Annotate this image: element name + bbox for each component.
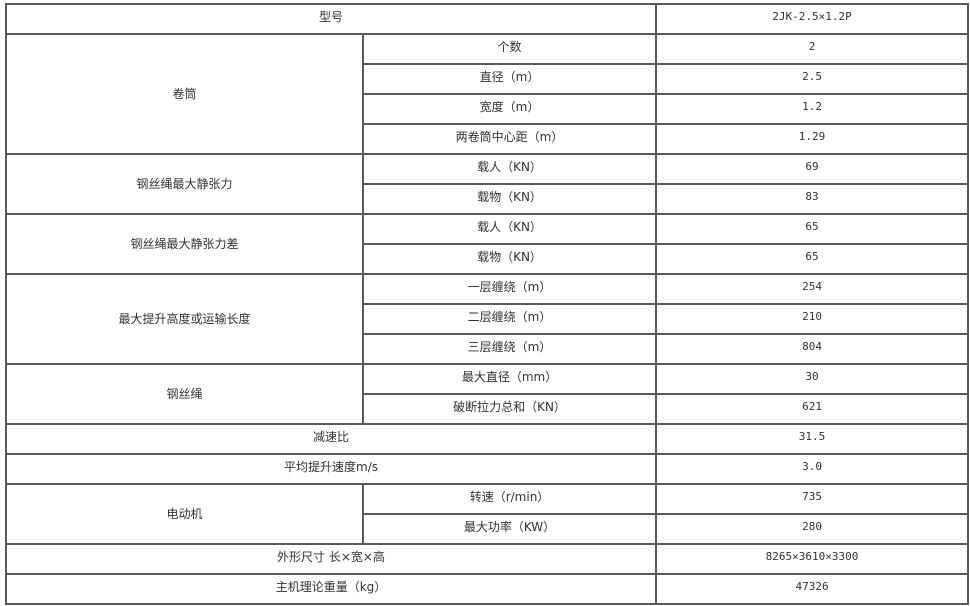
- row-value: 2: [655, 33, 970, 65]
- table-row: 钢丝绳最大静张力 载人（KN） 69: [5, 153, 970, 215]
- row-value: 280: [655, 513, 970, 545]
- row-value: 1.2: [655, 93, 970, 125]
- row-label: 载物（KN）: [361, 243, 658, 275]
- row-label: 载人（KN）: [361, 213, 658, 245]
- wire-rope-label: 钢丝绳: [5, 363, 364, 425]
- row-value: 69: [655, 153, 970, 185]
- table-row: 平均提升速度m/s 3.0: [4, 453, 970, 485]
- table-row: 三层缠绕（m） 804: [6, 333, 970, 365]
- row-value: 65: [655, 213, 970, 245]
- table-row: 宽度（m） 1.2: [6, 93, 970, 125]
- drum-label: 卷筒: [5, 33, 364, 155]
- table-row: 减速比 31.5: [4, 423, 970, 455]
- row-label: 最大功率（KW）: [361, 513, 658, 545]
- max-static-tension-label: 钢丝绳最大静张力: [5, 153, 364, 215]
- table-row: 电动机 转速（r/min） 735: [5, 483, 970, 545]
- table-row: 钢丝绳 最大直径（mm） 30: [5, 363, 970, 425]
- row-label: 转速（r/min）: [361, 483, 658, 515]
- dimensions-value: 8265×3610×3300: [655, 543, 970, 575]
- row-label: 三层缠绕（m）: [361, 333, 658, 365]
- model-label: 型号: [4, 3, 658, 35]
- row-label: 一层缠绕（m）: [361, 273, 658, 305]
- table-row: 载物（KN） 83: [6, 183, 970, 215]
- row-value: 65: [655, 243, 970, 275]
- row-label: 个数: [361, 33, 658, 65]
- reduction-ratio-label: 减速比: [4, 423, 658, 455]
- table-row: 直径（m） 2.5: [6, 63, 970, 95]
- reduction-ratio-value: 31.5: [655, 423, 970, 455]
- weight-value: 47326: [655, 573, 970, 605]
- dimensions-label: 外形尺寸 长×宽×高: [4, 543, 658, 575]
- avg-speed-label: 平均提升速度m/s: [4, 453, 658, 485]
- row-value: 254: [655, 273, 970, 305]
- table-row: 外形尺寸 长×宽×高 8265×3610×3300: [4, 543, 970, 575]
- table-row: 卷筒 个数 2: [5, 33, 970, 155]
- max-lift-height-label: 最大提升高度或运输长度: [5, 273, 364, 365]
- row-value: 2.5: [655, 63, 970, 95]
- table-row: 钢丝绳最大静张力差 载人（KN） 65: [5, 213, 970, 275]
- weight-label: 主机理论重量（kg）: [4, 573, 658, 605]
- table-row: 最大功率（KW） 280: [6, 513, 970, 545]
- row-label: 最大直径（mm）: [361, 363, 658, 395]
- row-label: 二层缠绕（m）: [361, 303, 658, 335]
- row-value: 30: [655, 363, 970, 395]
- table-row: 最大提升高度或运输长度 一层缠绕（m） 254: [5, 273, 970, 365]
- row-label: 宽度（m）: [361, 93, 658, 125]
- table-row: 载物（KN） 65: [6, 243, 970, 275]
- table-row: 两卷筒中心距（m） 1.29: [6, 123, 970, 155]
- row-value: 804: [655, 333, 970, 365]
- table-row: 型号 2JK-2.5×1.2P: [4, 3, 970, 35]
- row-label: 两卷筒中心距（m）: [361, 123, 658, 155]
- row-label: 载物（KN）: [361, 183, 658, 215]
- row-value: 735: [655, 483, 970, 515]
- row-label: 载人（KN）: [361, 153, 658, 185]
- max-static-tension-diff-label: 钢丝绳最大静张力差: [5, 213, 364, 275]
- row-label: 破断拉力总和（KN）: [361, 393, 658, 425]
- model-value: 2JK-2.5×1.2P: [655, 3, 970, 35]
- row-label: 直径（m）: [361, 63, 658, 95]
- row-value: 210: [655, 303, 970, 335]
- row-value: 1.29: [655, 123, 970, 155]
- row-value: 621: [655, 393, 970, 425]
- table-row: 二层缠绕（m） 210: [6, 303, 970, 335]
- table-row: 破断拉力总和（KN） 621: [6, 393, 970, 425]
- motor-label: 电动机: [5, 483, 364, 545]
- spec-table: 型号 2JK-2.5×1.2P 卷筒 个数 2 直径（m） 2.5 宽度（m） …: [4, 3, 970, 605]
- table-row: 主机理论重量（kg） 47326: [4, 573, 970, 605]
- avg-speed-value: 3.0: [655, 453, 970, 485]
- row-value: 83: [655, 183, 970, 215]
